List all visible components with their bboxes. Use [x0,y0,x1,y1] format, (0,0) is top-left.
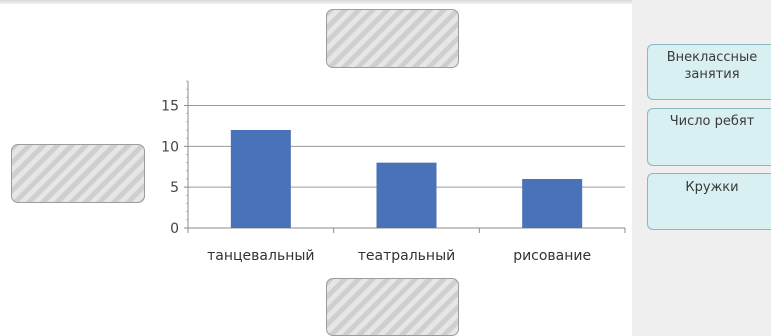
bar [522,179,583,228]
answer-card-clubs[interactable]: Кружки [647,173,771,230]
answer-card-activities[interactable]: Внеклассные занятия [647,44,771,100]
y-tick-label: 5 [170,180,179,196]
x-category-label: танцевальный [207,248,314,264]
answer-card-children-count[interactable]: Число ребят [647,108,771,166]
drop-slot-title[interactable] [326,9,459,68]
answer-card-text: Внеклассные [666,50,758,65]
answer-card-text: занятия [684,67,740,82]
chart-labels: 0 5 10 15 танцевальный театральный рисование [161,99,591,265]
x-category-label: театральный [358,248,455,264]
answer-card-text: Число ребят [669,114,755,129]
x-category-label: рисование [513,248,591,264]
bar [230,130,291,228]
answer-card-text: Кружки [685,180,739,195]
bar-chart: 0 5 10 15 танцевальный театральный рисование [161,80,626,265]
drop-slot-y-axis[interactable] [11,144,145,203]
chart-bars [230,130,583,228]
bar [376,162,437,228]
y-tick-label: 0 [170,221,179,237]
y-tick-label: 10 [161,139,179,155]
top-border [0,0,632,4]
y-tick-label: 15 [161,99,179,115]
